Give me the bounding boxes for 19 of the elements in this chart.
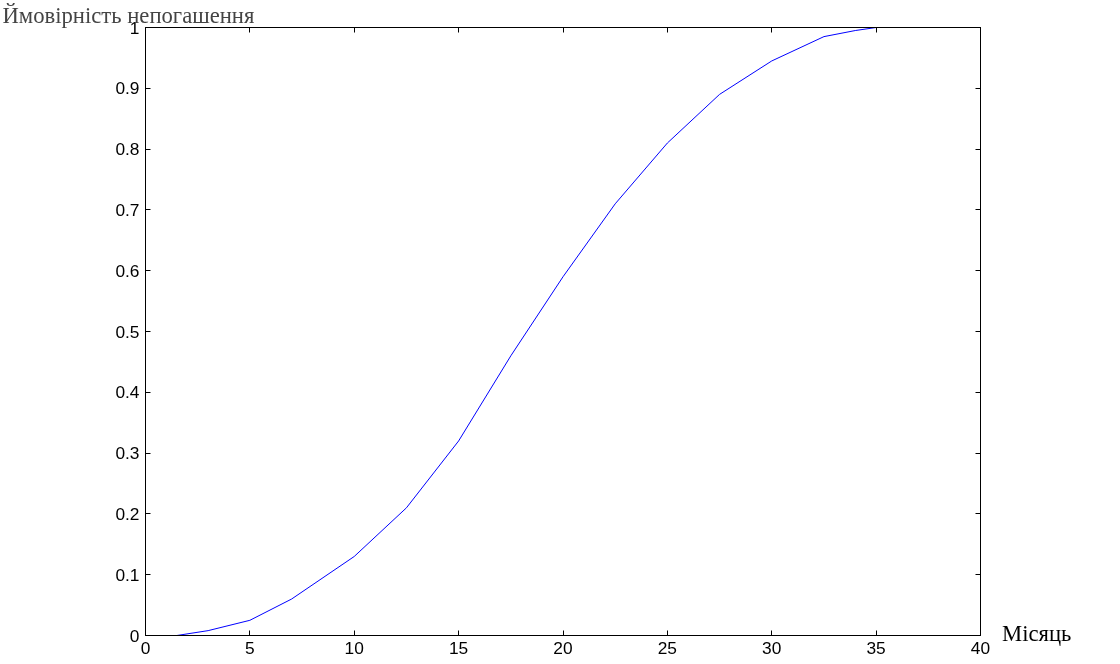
x-tick-label: 20 — [553, 637, 573, 658]
y-tick-label: 0.3 — [115, 443, 140, 464]
x-tick-label: 35 — [866, 637, 886, 658]
x-tick-label: 25 — [657, 637, 678, 658]
x-tick-label: 15 — [448, 637, 469, 658]
y-tick-label: 0.7 — [115, 199, 140, 220]
x-tick-label: 10 — [344, 637, 364, 658]
x-tick-label: 30 — [762, 637, 782, 658]
x-axis-title: Місяць — [1002, 620, 1072, 648]
y-tick-label: 0.1 — [115, 564, 140, 585]
y-tick-label: 0.8 — [115, 139, 140, 160]
y-tick-label: 0.9 — [115, 78, 140, 99]
y-tick-label: 0.6 — [115, 260, 140, 281]
x-tick-label: 5 — [245, 637, 255, 658]
x-tick-label: 40 — [970, 637, 991, 658]
y-tick-label: 0.5 — [115, 321, 140, 342]
line-series — [176, 27, 877, 636]
y-tick-label: 0.2 — [115, 503, 140, 524]
y-tick-label: 0.4 — [115, 382, 140, 403]
